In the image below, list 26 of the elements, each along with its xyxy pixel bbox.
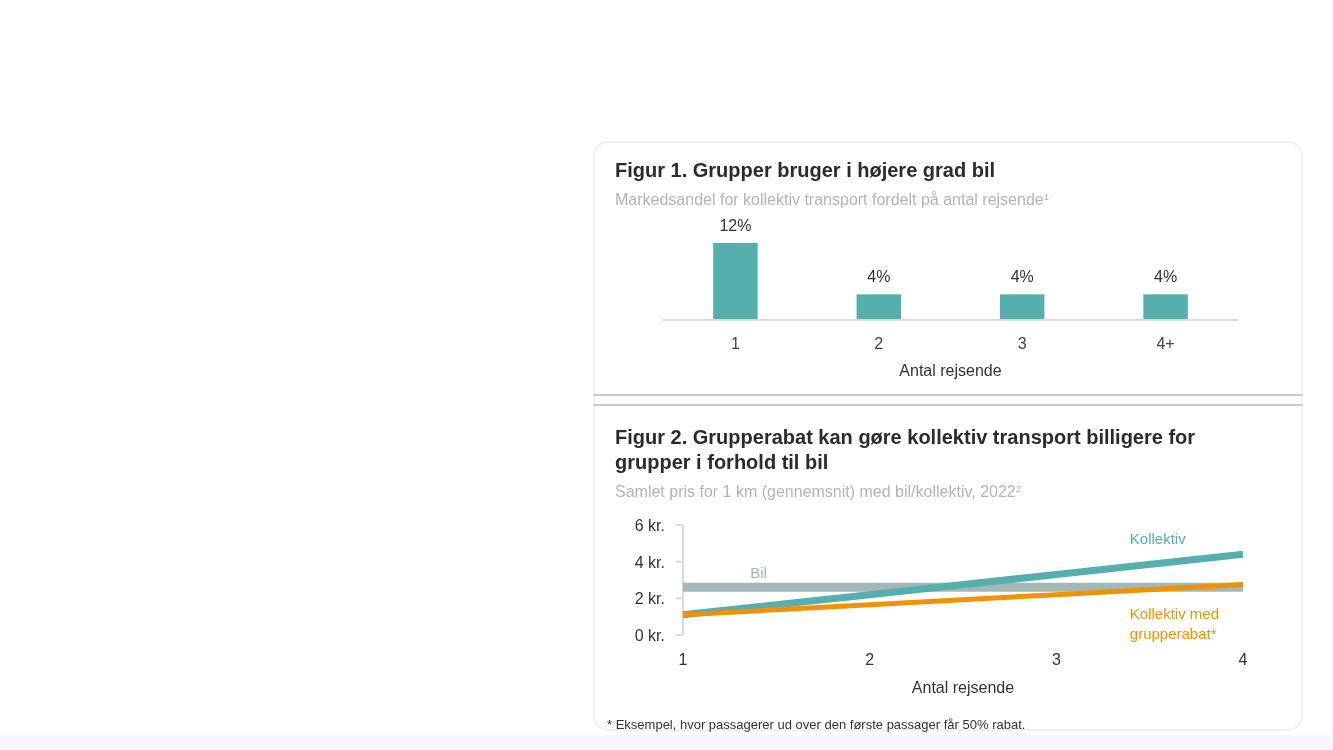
y-tick-label: 2 kr. bbox=[634, 590, 665, 608]
y-tick-label: 0 kr. bbox=[634, 627, 665, 644]
x-tick-label: 3 bbox=[1051, 651, 1061, 668]
x-tick-label: 2 bbox=[874, 335, 884, 352]
y-tick-label: 6 kr. bbox=[634, 517, 665, 534]
data-label: 4% bbox=[1010, 268, 1034, 286]
chart-title: Figur 1. Grupper bruger i højere grad bil bbox=[615, 159, 996, 181]
data-label: 12% bbox=[719, 217, 752, 234]
chart-subtitle: Samlet pris for 1 km (gennemsnit) med bil/kollektiv, 2022$^{2}$ bbox=[615, 482, 1022, 500]
x-tick-label: 2 bbox=[865, 651, 875, 668]
series-label: Kollektiv med grupperabat* bbox=[1129, 605, 1219, 643]
x-tick-label: 4 bbox=[1238, 651, 1248, 668]
x-axis-title: Antal rejsende bbox=[911, 679, 1015, 696]
chart-title: Figur 2. Grupperabat kan gøre kollektiv transport billigere for grupper i forhold til bil bbox=[615, 426, 1196, 473]
series-label: Bil bbox=[750, 564, 767, 582]
data-label: 4% bbox=[867, 268, 891, 286]
text: * Eksempel, hvor passagerer ud over den første passager får 50% rabat. bbox=[607, 717, 1026, 732]
x-axis-title: Antal rejsende bbox=[899, 362, 1002, 379]
x-tick-label: 3 bbox=[1017, 335, 1027, 352]
data-label: 4% bbox=[1154, 268, 1178, 286]
x-tick-label: 1 bbox=[678, 651, 688, 668]
chart-subtitle: Markedsandel for kollektiv transport fordelt på antal rejsende$^{1}$ bbox=[615, 190, 1050, 208]
series-label: Kollektiv bbox=[1129, 529, 1187, 547]
y-tick-label: 4 kr. bbox=[634, 553, 665, 571]
x-tick-label: 1 bbox=[730, 335, 740, 352]
x-tick-label: 4+ bbox=[1156, 335, 1175, 352]
